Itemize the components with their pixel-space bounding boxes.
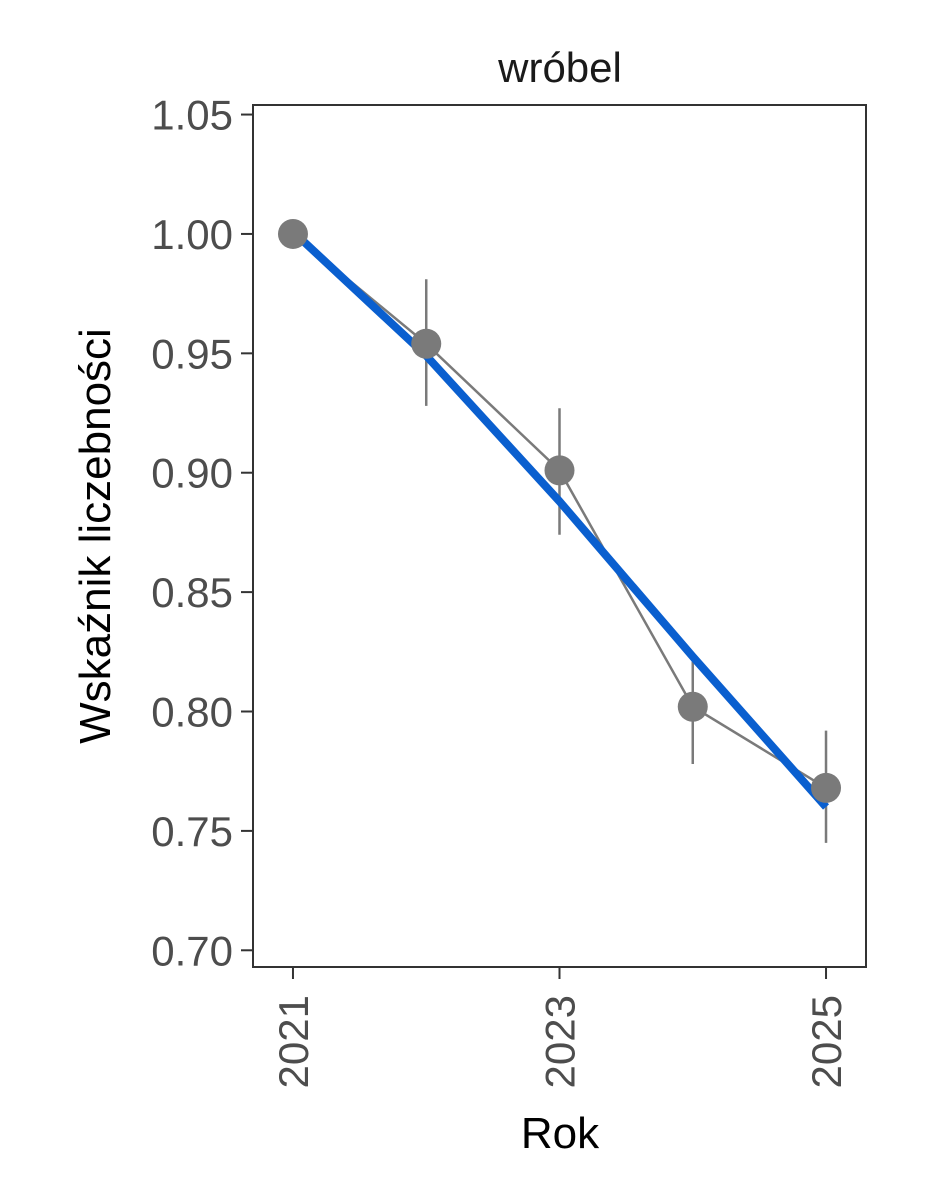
plot-panel	[252, 104, 867, 968]
y-tick-label: 1.05	[151, 92, 233, 139]
chart-title: wróbel	[497, 44, 622, 91]
y-tick-label: 0.70	[151, 927, 233, 974]
y-tick-label: 0.95	[151, 330, 233, 377]
data-point	[677, 691, 708, 722]
x-tick-label: 2025	[803, 995, 850, 1088]
y-tick-label: 1.00	[151, 211, 233, 258]
x-axis-label: Rok	[521, 1109, 600, 1158]
y-axis: 0.70 0.75 0.80 0.85 0.90 0.95 1.00 1.05	[151, 92, 253, 974]
y-tick-label: 0.85	[151, 569, 233, 616]
x-tick-label: 2023	[537, 995, 584, 1088]
y-tick-label: 0.90	[151, 450, 233, 497]
x-axis: 2021 2023 2025	[270, 967, 850, 1088]
y-axis-label: Wskaźnik liczebności	[71, 328, 120, 744]
data-point	[277, 218, 308, 249]
y-tick-label: 0.75	[151, 808, 233, 855]
data-point	[811, 772, 842, 803]
x-tick-label: 2021	[270, 995, 317, 1088]
trend-line-group	[290, 228, 830, 810]
y-tick-label: 0.80	[151, 689, 233, 736]
trend-line	[290, 228, 830, 810]
data-points	[277, 218, 842, 803]
data-point	[544, 455, 575, 486]
data-point	[411, 328, 442, 359]
